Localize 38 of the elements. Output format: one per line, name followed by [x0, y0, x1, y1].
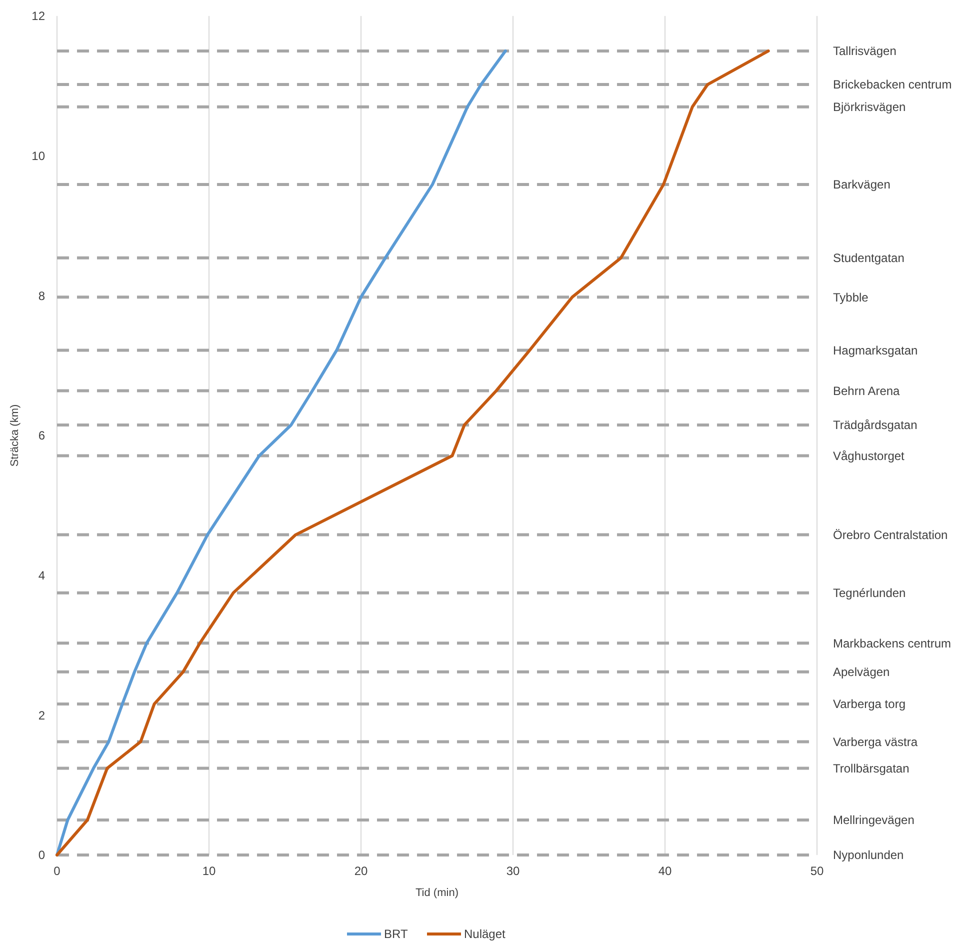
line-series: [56, 49, 507, 856]
x-tick-label: 40: [658, 864, 672, 878]
ref-line-label: Studentgatan: [833, 251, 904, 266]
y-tick-label: 12: [32, 9, 46, 24]
x-tick-label: 20: [354, 864, 368, 878]
ref-line-label: Mellringevägen: [833, 813, 914, 828]
ref-line-label: Markbackens centrum: [833, 636, 952, 650]
ref-line-label: Hagmarksgatan: [833, 343, 918, 358]
ref-line-label: Tybble: [833, 290, 869, 304]
ref-line-label: Trädgårdsgatan: [833, 418, 918, 432]
line-series: [56, 49, 770, 856]
legend-label: Nuläget: [464, 927, 506, 942]
y-tick-label: 2: [38, 708, 46, 722]
ref-line-label: Brickebacken centrum: [833, 78, 952, 92]
ref-line-label: Varberga västra: [833, 734, 918, 749]
ref-line-label: Apelvägen: [833, 665, 890, 680]
legend-label: BRT: [384, 927, 408, 942]
x-tick-label: 50: [810, 864, 824, 878]
y-tick-label: 4: [38, 568, 46, 583]
y-tick-label: 8: [38, 288, 46, 303]
ref-line-label: Varberga torg: [833, 697, 906, 712]
x-tick-label: 30: [506, 864, 520, 878]
ref-line-label: Tegnérlunden: [833, 586, 906, 600]
y-tick-label: 0: [38, 848, 46, 862]
ref-line-label: Örebro Centralstation: [833, 528, 948, 542]
x-axis-title: Tid (min): [416, 887, 458, 899]
ref-line-label: Trollbärsgatan: [833, 762, 910, 776]
y-axis-title: Sträcka (km): [9, 404, 21, 467]
ref-line-label: Björkrisvägen: [833, 100, 906, 114]
x-tick-label: 10: [202, 864, 216, 878]
ref-line-label: Våghustorget: [833, 448, 906, 463]
y-tick-label: 6: [38, 428, 46, 443]
ref-line-label: Tallrisvägen: [833, 44, 896, 58]
ref-line-label: Barkvägen: [833, 178, 890, 192]
ref-line-label: Nyponlunden: [833, 848, 904, 862]
ref-line-label: Behrn Arena: [833, 384, 900, 398]
y-tick-label: 10: [32, 149, 46, 164]
x-tick-label: 0: [54, 864, 61, 878]
